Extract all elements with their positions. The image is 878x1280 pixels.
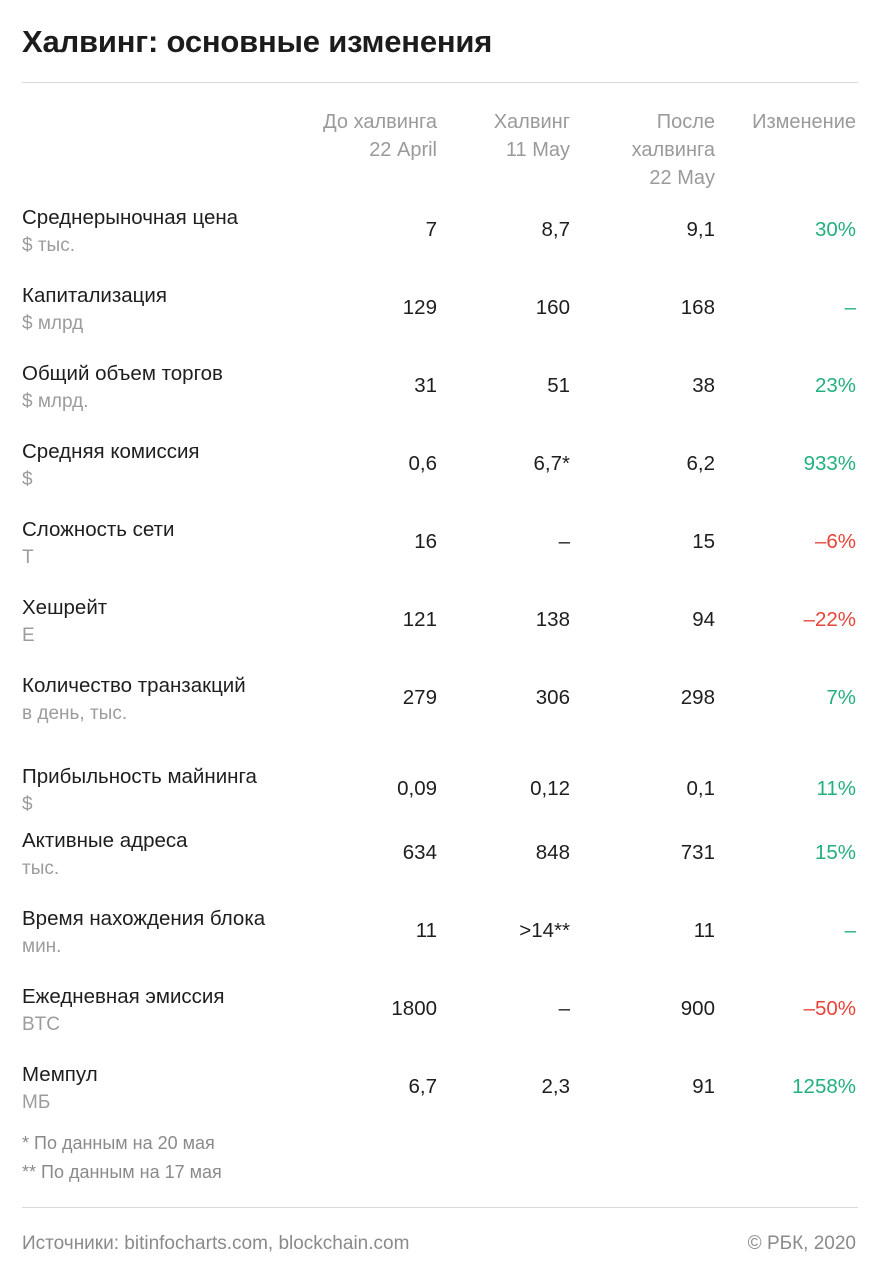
value-change: –6%	[814, 530, 856, 553]
value-change: –22%	[803, 608, 856, 631]
row-unit: МБ	[22, 1092, 51, 1113]
value-halving: 138	[535, 608, 570, 631]
table-row: Время нахождения блока мин. 11 >14** 11 –	[0, 905, 878, 965]
row-name: Количество транзакций	[22, 674, 246, 697]
row-unit: $ млрд	[22, 313, 84, 334]
value-before-halving: 0,6	[408, 452, 438, 475]
row-name: Активные адреса	[22, 829, 188, 852]
value-halving: >14**	[519, 919, 570, 942]
row-unit: BTC	[22, 1014, 60, 1035]
value-halving: 8,7	[541, 218, 571, 241]
row-name: Ежедневная эмиссия	[22, 985, 225, 1008]
value-before-halving: 7	[425, 218, 437, 241]
value-after-halving: 0,1	[686, 777, 716, 800]
table-row: Количество транзакций в день, тыс. 279 306 2…	[0, 672, 878, 732]
value-after-halving: 94	[692, 608, 715, 631]
table-row: Сложность сети T 16 – 15 –6%	[0, 516, 878, 576]
value-change: 23%	[814, 374, 856, 397]
row-unit: E	[22, 625, 35, 646]
table-row: Общий объем торгов $ млрд. 31 51 38 23%	[0, 360, 878, 420]
row-name: Среднерыночная цена	[22, 206, 239, 229]
value-before-halving: 11	[415, 919, 437, 942]
table-row: Средняя комиссия $0,6 6,7* 6,2 933%	[0, 438, 878, 498]
value-halving: 306	[535, 686, 570, 709]
row-unit: $ млрд.	[22, 391, 89, 412]
value-after-halving: 15	[692, 530, 715, 553]
value-change: –50%	[803, 997, 856, 1020]
header-halving: Халвинг 11 May	[493, 111, 570, 161]
value-before-halving: 0,09	[397, 777, 437, 800]
value-before-halving: 31	[414, 374, 437, 397]
table-row: Прибыльность майнинга $0,09 0,12 0,1 11%	[0, 763, 878, 823]
sources-text: Источники: bitinfocharts.com, blockchain…	[22, 1233, 410, 1254]
row-unit: $	[22, 469, 33, 490]
footnote-1: * По данным на 20 мая	[22, 1133, 215, 1153]
value-change: 1258%	[792, 1075, 856, 1098]
header-after-halving: После халвинга 22 May	[631, 111, 715, 189]
value-after-halving: 168	[680, 296, 715, 319]
copyright-text: © РБК, 2020	[747, 1233, 856, 1254]
value-after-halving: 38	[692, 374, 715, 397]
row-name: Хешрейт	[22, 596, 108, 619]
value-halving: 848	[535, 841, 570, 864]
page-title: Халвинг: основные изменения	[22, 24, 493, 59]
footnote-2: ** По данным на 17 мая	[22, 1162, 222, 1182]
value-before-halving: 279	[402, 686, 437, 709]
value-before-halving: 634	[402, 841, 437, 864]
value-after-halving: 11	[693, 919, 715, 942]
row-name: Время нахождения блока	[22, 907, 266, 930]
value-before-halving: 1800	[391, 997, 437, 1020]
table-row: Ежедневная эмиссия BTC 1800 – 900 –50%	[0, 983, 878, 1043]
value-change: 11%	[816, 777, 856, 800]
row-name: Средняя комиссия	[22, 440, 200, 463]
bottom-divider	[22, 1207, 858, 1208]
row-name: Общий объем торгов	[22, 362, 223, 385]
row-unit: $	[22, 794, 33, 815]
header-change: Изменение	[752, 111, 856, 133]
value-change: 30%	[814, 218, 856, 241]
value-change: 15%	[814, 841, 856, 864]
row-unit: тыс.	[22, 858, 60, 879]
table-row: Среднерыночная цена $ тыс. 7 8,7 9,1 30%	[0, 204, 878, 264]
value-before-halving: 121	[402, 608, 437, 631]
row-name: Мемпул	[22, 1063, 98, 1086]
table-row: Мемпул МБ 6,7 2,3 91 1258%	[0, 1061, 878, 1121]
value-after-halving: 900	[680, 997, 715, 1020]
value-after-halving: 6,2	[686, 452, 716, 475]
value-halving: –	[558, 530, 570, 553]
value-halving: 51	[547, 374, 570, 397]
value-after-halving: 298	[680, 686, 715, 709]
header-before-halving: До халвинга 22 April	[323, 111, 437, 161]
table-row: Активные адреса тыс. 634 848 731 15%	[0, 827, 878, 887]
value-change: 7%	[826, 686, 856, 709]
value-change: –	[844, 919, 856, 942]
value-change: –	[844, 296, 856, 319]
value-halving: 0,12	[530, 777, 570, 800]
value-halving: 160	[535, 296, 570, 319]
value-before-halving: 6,7	[408, 1075, 438, 1098]
row-unit: T	[22, 547, 34, 568]
row-name: Капитализация	[22, 284, 167, 307]
row-unit: мин.	[22, 936, 62, 957]
top-divider	[22, 82, 858, 83]
row-unit: $ тыс.	[22, 235, 75, 256]
table-row: Капитализация $ млрд 129 160 168 –	[0, 282, 878, 342]
value-halving: 6,7*	[533, 452, 570, 475]
value-before-halving: 129	[402, 296, 437, 319]
row-unit: в день, тыс.	[22, 703, 128, 724]
value-halving: –	[558, 997, 570, 1020]
value-before-halving: 16	[414, 530, 437, 553]
row-name: Сложность сети	[22, 518, 175, 541]
value-after-halving: 9,1	[686, 218, 716, 241]
table-row: Хешрейт E 121 138 94 –22%	[0, 594, 878, 654]
value-halving: 2,3	[541, 1075, 571, 1098]
value-after-halving: 731	[680, 841, 715, 864]
value-after-halving: 91	[692, 1075, 715, 1098]
row-name: Прибыльность майнинга	[22, 765, 257, 788]
value-change: 933%	[803, 452, 856, 475]
